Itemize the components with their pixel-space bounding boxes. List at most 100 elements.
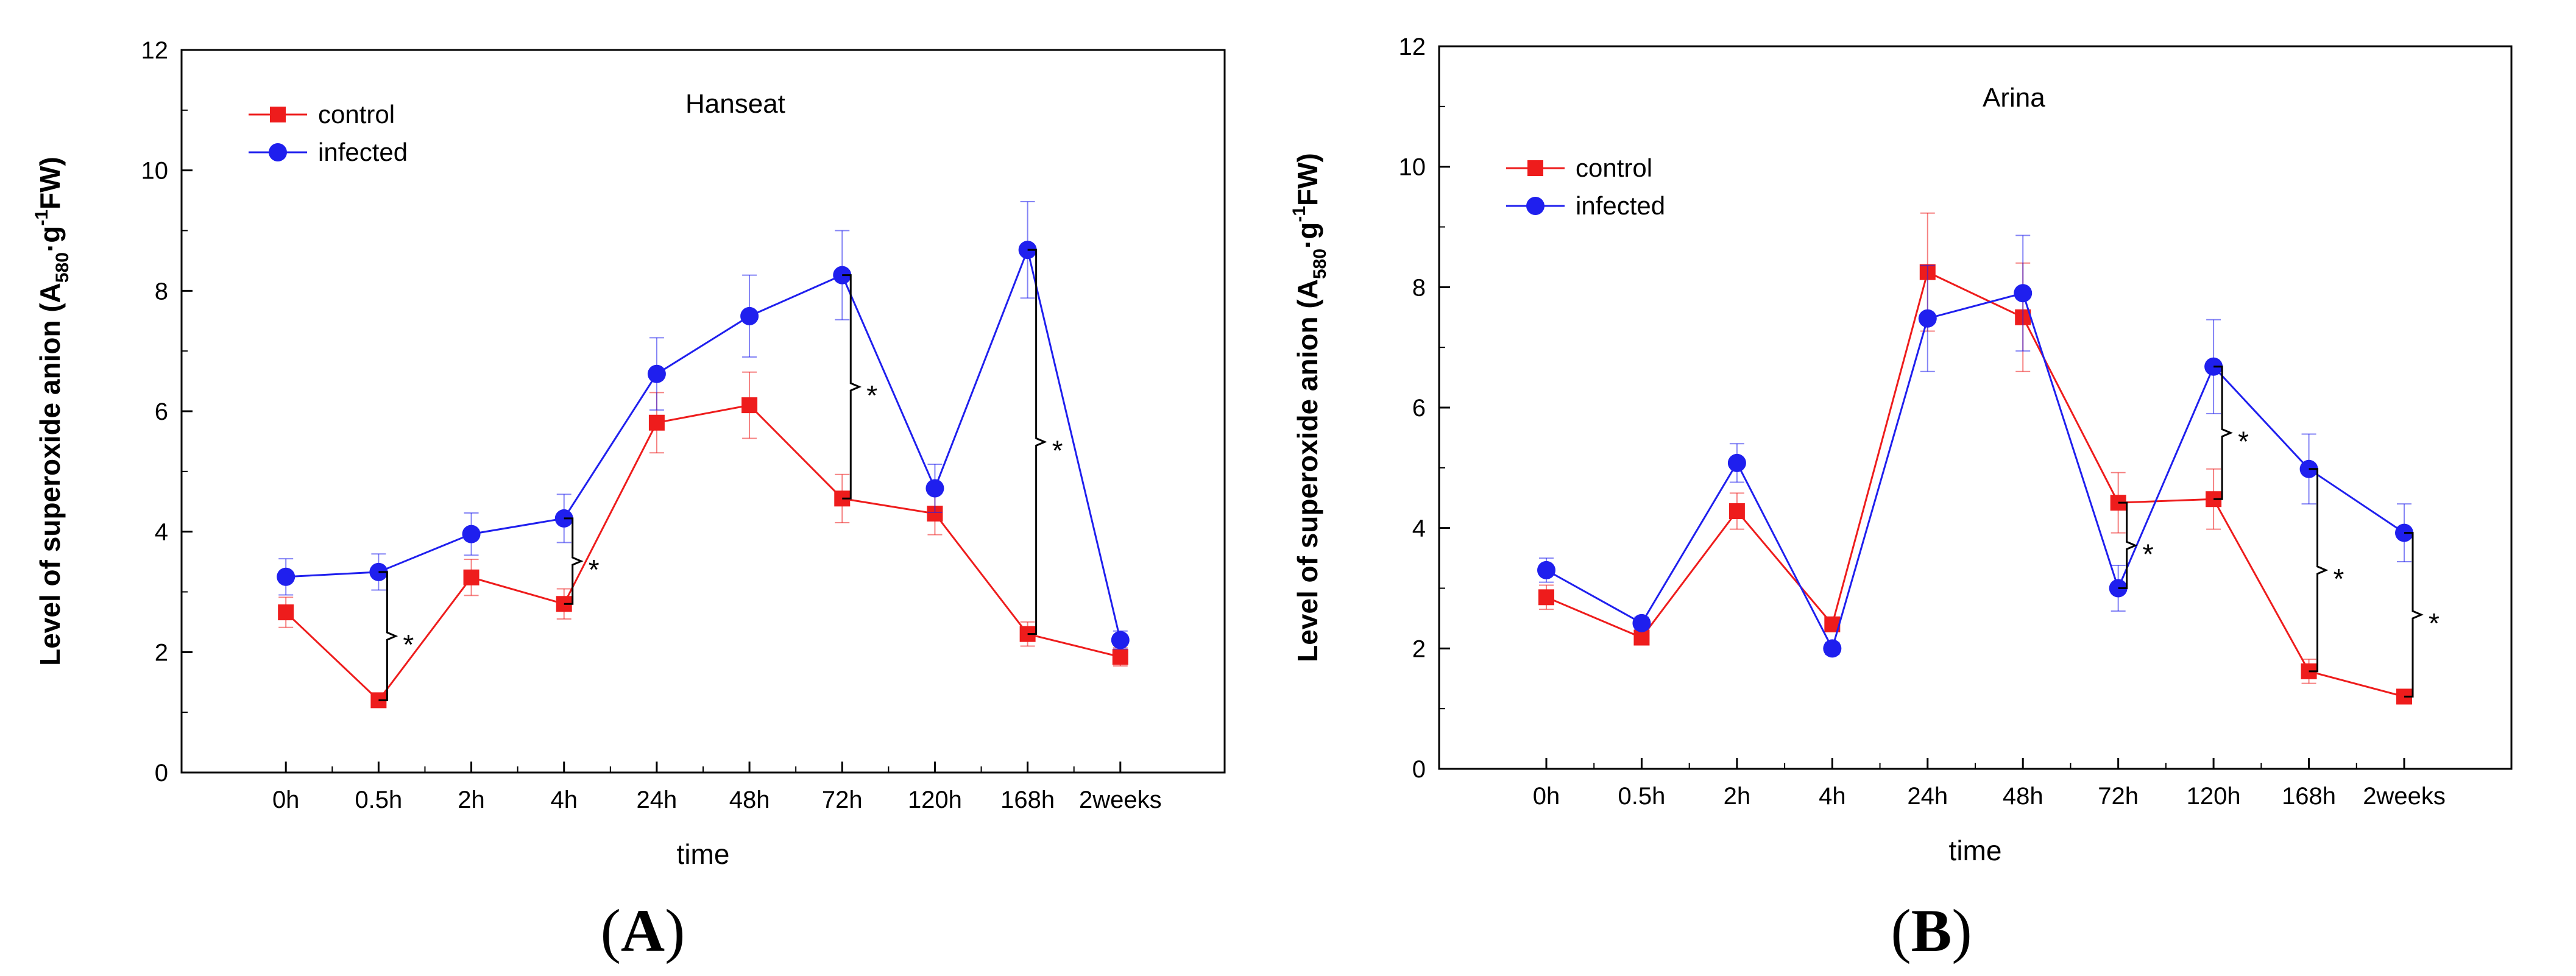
significance-star: *: [2334, 563, 2344, 595]
control-line: [1546, 271, 2405, 698]
infected-point: [462, 525, 481, 543]
infected-point: [2109, 579, 2128, 598]
infected-point: [1537, 560, 1555, 579]
control-point: [278, 604, 294, 621]
significance-star: *: [2238, 426, 2249, 458]
control-point: [1729, 503, 1745, 519]
x-tick-label: 2h: [1724, 783, 1751, 810]
infected-point: [2014, 284, 2033, 303]
y-axis-title-unit: ·g: [1292, 222, 1323, 249]
infected-line: [1546, 292, 2405, 651]
x-tick-label: 120h: [2187, 783, 2241, 810]
y-axis-title-subscript: 580: [52, 252, 73, 283]
legend-control-label: control: [318, 100, 395, 129]
infected-point: [1632, 614, 1651, 632]
control-point: [1538, 589, 1554, 606]
x-tick-label: 4h: [550, 787, 578, 813]
chart-title: Hanseat: [685, 89, 785, 119]
y-tick-label: 12: [1399, 34, 1426, 60]
y-axis-title-end: FW): [34, 157, 66, 210]
y-tick-label: 4: [1412, 515, 1426, 542]
y-axis-title-superscript: -1: [1289, 206, 1309, 222]
y-tick-label: 8: [1412, 274, 1426, 301]
x-tick-label: 120h: [908, 787, 962, 813]
y-tick-label: 12: [141, 37, 169, 64]
x-tick-label: 168h: [1000, 787, 1055, 813]
legend-infected-label: infected: [318, 138, 408, 166]
x-tick-label: 0h: [1533, 783, 1560, 810]
infected-point: [925, 479, 944, 498]
significance-star: *: [866, 380, 877, 411]
infected-point: [740, 306, 759, 325]
x-tick-label: 24h: [1907, 783, 1948, 810]
panel-b-label: B: [1911, 897, 1952, 964]
panel-a-caption: (A): [600, 897, 685, 964]
y-axis-title-main: Level of superoxide anion (A: [34, 283, 66, 666]
control-line: [285, 404, 1121, 702]
x-tick-label: 168h: [2282, 783, 2336, 810]
y-tick-label: 10: [141, 158, 169, 185]
significance-bracket: [2213, 366, 2233, 500]
significance-bracket: [842, 274, 862, 500]
y-tick-label: 6: [1412, 395, 1426, 422]
significance-bracket: [1027, 249, 1047, 635]
significance-star: *: [589, 554, 600, 585]
significance-bracket: [378, 571, 398, 701]
infected-point: [647, 364, 666, 383]
y-axis-title-superscript: -1: [32, 210, 52, 226]
legend-infected-marker: [1526, 197, 1545, 215]
y-axis-title-unit: ·g: [34, 226, 66, 252]
chart-panel-b: 0 2 4 6 8 10 12 0h 0.5h 2h 4h 24h 48h 72h 120h 168h 2wee…: [1288, 0, 2576, 976]
significance-bracket: [2309, 468, 2329, 673]
legend-infected-marker: [269, 143, 287, 161]
control-point: [1112, 649, 1128, 665]
chart-panel-a: 0 2 4 6 8 10 12 0h 0.5h 2h 4h 24h 48h 72h 120h 168h 2wee…: [32, 37, 1226, 870]
chart-title: Arina: [1983, 83, 2045, 113]
x-axis-title: time: [677, 838, 730, 870]
significance-star: *: [2143, 538, 2154, 570]
legend-control-marker: [270, 107, 286, 122]
x-tick-label: 2weeks: [2363, 783, 2446, 810]
x-tick-label: 72h: [822, 787, 863, 813]
control-point: [463, 569, 479, 585]
significance-bracket: [564, 517, 584, 605]
x-tick-label: 4h: [1819, 783, 1846, 810]
significance-star: *: [403, 629, 414, 660]
infected-point: [1918, 309, 1937, 328]
x-tick-label: 48h: [2003, 783, 2043, 810]
x-tick-label: 24h: [637, 787, 678, 813]
infected-point: [1727, 453, 1746, 472]
control-point: [648, 414, 665, 431]
panel-a-label: A: [620, 897, 665, 964]
significance-star: *: [2429, 607, 2440, 639]
infected-point: [277, 567, 295, 586]
x-tick-label: 0h: [272, 787, 300, 813]
x-tick-label: 2weeks: [1079, 787, 1162, 813]
y-tick-label: 2: [1412, 635, 1426, 662]
y-tick-label: 10: [1399, 154, 1426, 181]
infected-point: [1111, 631, 1130, 649]
significance-star: *: [1052, 434, 1063, 466]
y-tick-label: 0: [155, 760, 168, 787]
x-tick-label: 72h: [2098, 783, 2139, 810]
panel-b-caption: (B): [1891, 897, 1972, 964]
significance-bracket: [2118, 501, 2138, 589]
control-point: [741, 397, 758, 414]
y-axis-title-end: FW): [1292, 153, 1323, 206]
y-tick-label: 8: [155, 278, 168, 305]
y-axis-title: Level of superoxide anion (A580·g-1FW): [1289, 153, 1330, 662]
y-axis-title-subscript: 580: [1310, 249, 1330, 279]
y-tick-label: 4: [155, 519, 168, 546]
y-axis-title-main: Level of superoxide anion (A: [1292, 279, 1323, 662]
x-axis-title: time: [1949, 835, 2002, 866]
infected-line: [286, 247, 1122, 640]
legend-control-marker: [1527, 160, 1543, 176]
legend-control-label: control: [1576, 154, 1652, 182]
x-tick-label: 0.5h: [355, 787, 402, 813]
y-tick-label: 0: [1412, 756, 1426, 783]
significance-bracket: [2404, 532, 2424, 698]
x-tick-label: 0.5h: [1618, 783, 1666, 810]
x-tick-label: 2h: [458, 787, 485, 813]
